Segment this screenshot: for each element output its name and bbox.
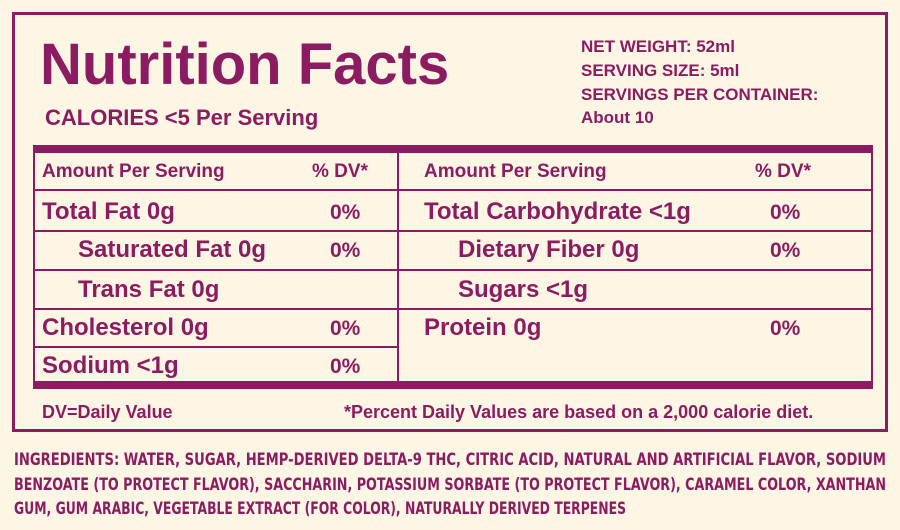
column-header: Amount Per Serving <box>42 161 225 182</box>
divider <box>397 153 399 381</box>
ingredients-line: INGREDIENTS: WATER, SUGAR, HEMP-DERIVED … <box>14 450 886 470</box>
outer-border <box>12 12 888 432</box>
divider <box>33 153 35 381</box>
info-line: SERVING SIZE: 5ml <box>581 61 740 80</box>
daily-value: 0% <box>770 239 801 262</box>
daily-value: 0% <box>330 355 361 378</box>
row-rule <box>33 308 873 310</box>
nutrient: Dietary Fiber 0g <box>458 236 640 263</box>
nutrient: Saturated Fat 0g <box>78 236 267 263</box>
divider <box>871 153 873 381</box>
nutrient: Total Carbohydrate <1g <box>424 198 691 225</box>
column-header: % DV* <box>755 161 811 182</box>
thick-rule <box>33 381 873 389</box>
ingredients: INGREDIENTS: WATER, SUGAR, HEMP-DERIVED … <box>14 450 886 519</box>
nutrient: Sodium <1g <box>42 352 179 379</box>
nutrient: Protein 0g <box>424 314 542 341</box>
thick-rule <box>33 145 873 153</box>
row-rule <box>33 346 399 348</box>
nutrient: Trans Fat 0g <box>78 276 220 303</box>
daily-value: 0% <box>770 201 801 224</box>
title: Nutrition Facts <box>40 32 450 97</box>
info-line: About 10 <box>581 108 654 127</box>
info-line: SERVINGS PER CONTAINER: <box>581 85 819 104</box>
row-rule <box>33 189 873 191</box>
ingredients-line: GUM, GUM ARABIC, VEGETABLE EXTRACT (FOR … <box>14 499 626 519</box>
nutrient: Sugars <1g <box>458 276 589 303</box>
footnote: *Percent Daily Values are based on a 2,0… <box>344 402 814 422</box>
row-rule <box>33 269 873 271</box>
footnote: DV=Daily Value <box>42 402 173 422</box>
daily-value: 0% <box>330 201 361 224</box>
calories: CALORIES <5 Per Serving <box>45 105 319 130</box>
column-header: % DV* <box>312 161 368 182</box>
nutrient: Total Fat 0g <box>42 198 175 225</box>
daily-value: 0% <box>330 239 361 262</box>
info-line: NET WEIGHT: 52ml <box>581 37 735 56</box>
daily-value: 0% <box>770 317 801 340</box>
nutrient: Cholesterol 0g <box>42 314 209 341</box>
daily-value: 0% <box>330 317 361 340</box>
row-rule <box>33 230 873 232</box>
column-header: Amount Per Serving <box>424 161 607 182</box>
ingredients-line: BENZOATE (TO PROTECT FLAVOR), SACCHARIN,… <box>14 475 886 495</box>
